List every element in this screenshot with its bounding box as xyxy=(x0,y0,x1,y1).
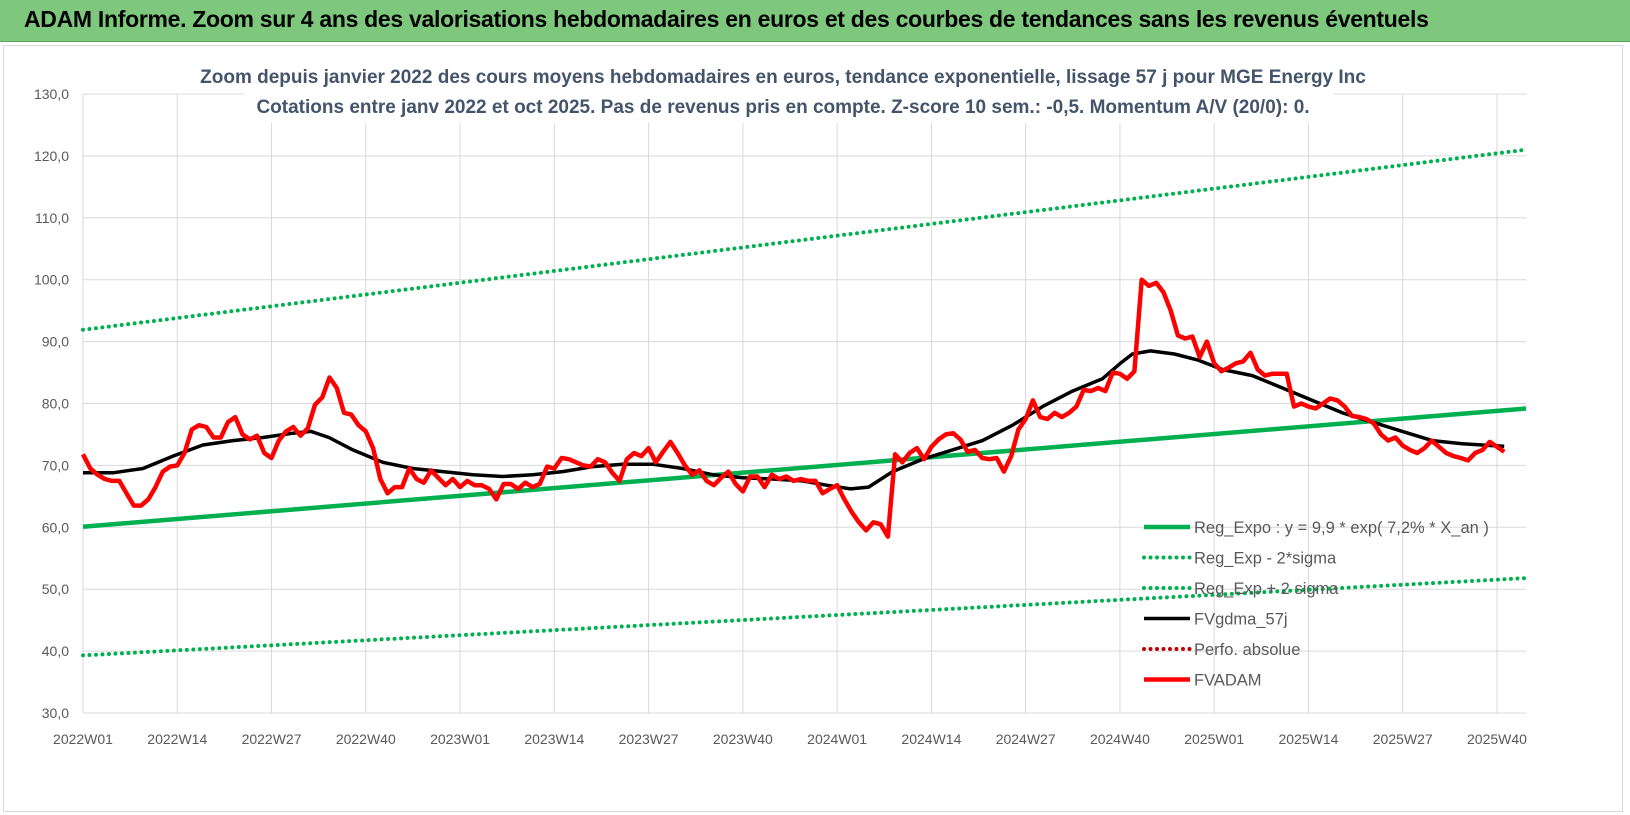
series-line-3 xyxy=(83,349,1505,491)
chart-frame: 30,0 40,0 50,0 60,0 70,0 80,0 90,0 100,0 110,0 12… xyxy=(3,45,1623,812)
title-background xyxy=(244,59,1334,123)
report-header-bar: ADAM Informe. Zoom sur 4 ans des valoris… xyxy=(0,0,1630,42)
legend-label: FVgdma_57j xyxy=(1194,611,1288,629)
legend-label: Reg_Exp + 2 sigma xyxy=(1194,580,1339,598)
y-tick-label: 30,0 xyxy=(42,705,69,721)
y-tick-label: 70,0 xyxy=(42,457,69,473)
x-tick-label: 2024W14 xyxy=(901,731,961,747)
chart-legend: Reg_Expo : y = 9,9 * exp( 7,2% * X_an ) R… xyxy=(1142,519,1489,690)
legend-label: Reg_Exp - 2*sigma xyxy=(1194,550,1337,568)
x-tick-label: 2025W27 xyxy=(1373,731,1433,747)
grid-lines xyxy=(82,93,1526,714)
x-tick-label: 2025W01 xyxy=(1184,731,1244,747)
y-tick-label: 90,0 xyxy=(42,334,69,350)
chart-title-line-1: Zoom depuis janvier 2022 des cours moyen… xyxy=(200,67,1366,88)
y-axis-ticks: 30,0 40,0 50,0 60,0 70,0 80,0 90,0 100,0 110,0 12… xyxy=(34,86,69,721)
x-tick-label: 2024W27 xyxy=(996,731,1056,747)
y-tick-label: 100,0 xyxy=(34,272,69,288)
series-line-2 xyxy=(81,576,1528,658)
x-tick-label: 2022W01 xyxy=(53,731,113,747)
report-title: ADAM Informe. Zoom sur 4 ans des valoris… xyxy=(24,6,1429,32)
y-tick-label: 60,0 xyxy=(42,519,69,535)
x-tick-label: 2025W40 xyxy=(1467,731,1527,747)
x-tick-label: 2022W40 xyxy=(336,731,396,747)
series-line-5 xyxy=(80,277,1506,539)
x-tick-label: 2023W40 xyxy=(713,731,773,747)
x-tick-label: 2023W27 xyxy=(619,731,679,747)
x-tick-label: 2024W40 xyxy=(1090,731,1150,747)
legend-label: Perfo. absolue xyxy=(1194,641,1300,659)
legend-label: Reg_Expo : y = 9,9 * exp( 7,2% * X_an ) xyxy=(1194,519,1489,537)
series-line-1 xyxy=(81,147,1528,332)
series-lines xyxy=(80,147,1528,658)
y-tick-label: 120,0 xyxy=(34,148,69,164)
y-tick-label: 50,0 xyxy=(42,581,69,597)
x-tick-label: 2023W01 xyxy=(430,731,490,747)
y-tick-label: 80,0 xyxy=(42,396,69,412)
trend-chart: 30,0 40,0 50,0 60,0 70,0 80,0 90,0 100,0 110,0 12… xyxy=(34,59,1528,747)
x-tick-label: 2024W01 xyxy=(807,731,867,747)
series-line-0 xyxy=(82,406,1527,529)
x-axis-ticks: 2022W01 2022W14 2022W27 2022W40 2023W01 2023W… xyxy=(53,731,1527,747)
legend-label: FVADAM xyxy=(1194,672,1262,690)
y-tick-label: 40,0 xyxy=(42,643,69,659)
x-tick-label: 2023W14 xyxy=(524,731,584,747)
x-tick-label: 2025W14 xyxy=(1278,731,1338,747)
chart-title-line-2: Cotations entre janv 2022 et oct 2025. P… xyxy=(256,97,1309,118)
y-tick-label: 130,0 xyxy=(34,86,69,102)
x-tick-label: 2022W14 xyxy=(147,731,207,747)
chart-title-block: Zoom depuis janvier 2022 des cours moyen… xyxy=(200,59,1366,123)
x-tick-label: 2022W27 xyxy=(242,731,302,747)
y-tick-label: 110,0 xyxy=(35,210,69,226)
